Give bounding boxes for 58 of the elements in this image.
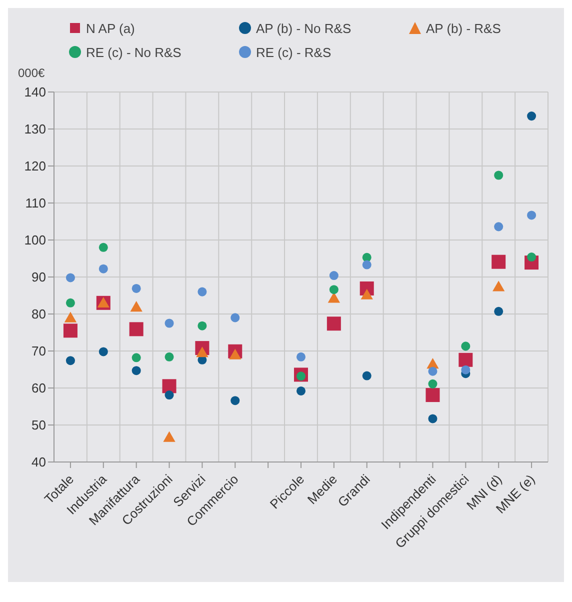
point bbox=[428, 366, 438, 376]
legend-label: N AP (a) bbox=[86, 20, 135, 36]
point bbox=[63, 324, 78, 338]
y-tick-label: 70 bbox=[32, 344, 46, 359]
point bbox=[132, 353, 141, 362]
point bbox=[164, 390, 174, 400]
point bbox=[458, 352, 473, 367]
y-tick-label: 110 bbox=[25, 196, 46, 211]
point bbox=[132, 284, 141, 293]
point bbox=[492, 254, 506, 269]
point bbox=[329, 271, 338, 280]
y-tick-label: 60 bbox=[32, 380, 46, 396]
point bbox=[66, 273, 75, 282]
point bbox=[164, 352, 174, 362]
point bbox=[494, 170, 504, 180]
legend-label: AP (b) - R&S bbox=[426, 20, 501, 36]
point bbox=[230, 313, 240, 322]
point bbox=[362, 260, 372, 270]
point bbox=[362, 252, 372, 262]
y-tick-label: 50 bbox=[32, 418, 46, 433]
point bbox=[527, 252, 536, 262]
point bbox=[296, 386, 306, 396]
point bbox=[428, 379, 438, 388]
legend-label: RE (c) - No R&S bbox=[86, 44, 182, 60]
y-tick-label: 90 bbox=[32, 270, 46, 285]
point bbox=[162, 379, 176, 394]
y-tick-label: 120 bbox=[24, 158, 46, 174]
legend-label: AP (b) - No R&S bbox=[256, 20, 352, 36]
point bbox=[129, 322, 144, 336]
y-tick-label: 140 bbox=[24, 84, 46, 100]
point bbox=[66, 356, 75, 366]
y-tick-label: 130 bbox=[24, 122, 46, 137]
point bbox=[164, 318, 174, 328]
point bbox=[426, 388, 440, 402]
legend-label: RE (c) - R&S bbox=[256, 44, 332, 60]
point bbox=[461, 365, 470, 374]
point bbox=[98, 264, 108, 274]
y-tick-label: 80 bbox=[32, 306, 46, 322]
point bbox=[428, 414, 438, 424]
point bbox=[296, 352, 306, 362]
point bbox=[527, 210, 536, 220]
point bbox=[494, 222, 504, 232]
point bbox=[461, 342, 470, 351]
y-tick-label: 40 bbox=[32, 454, 46, 470]
y-axis-title: 000€ bbox=[17, 65, 46, 82]
point bbox=[527, 112, 536, 121]
point bbox=[362, 371, 372, 380]
point bbox=[198, 321, 207, 330]
point bbox=[132, 366, 141, 376]
point bbox=[98, 242, 108, 252]
point bbox=[98, 347, 108, 356]
point bbox=[329, 285, 338, 294]
point bbox=[494, 306, 504, 316]
point bbox=[230, 396, 240, 406]
point bbox=[198, 287, 207, 296]
y-tick-label: 100 bbox=[24, 232, 46, 248]
point bbox=[326, 316, 341, 331]
point bbox=[66, 298, 75, 308]
